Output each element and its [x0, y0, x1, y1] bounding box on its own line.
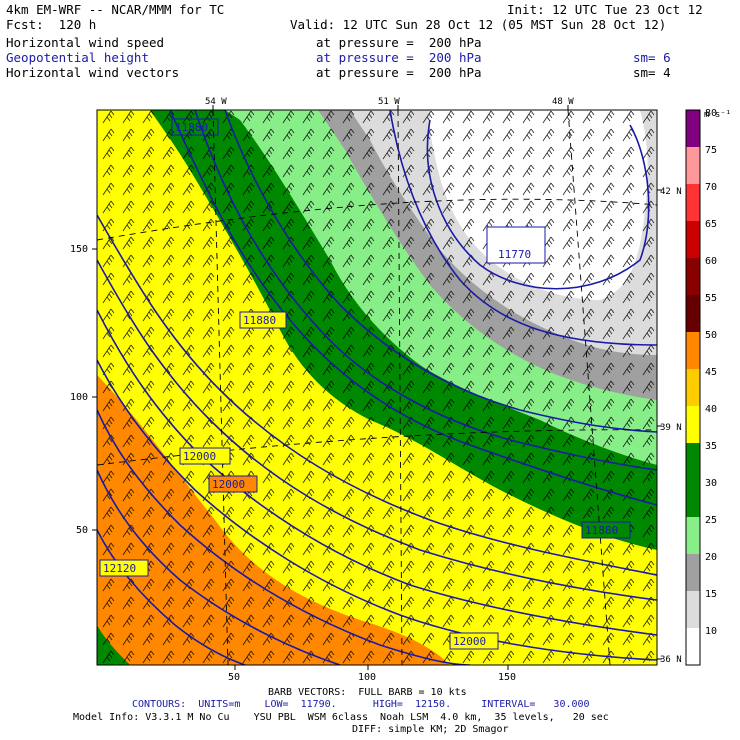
colorbar-swatch [686, 591, 700, 629]
contour-label-8: 12000 [453, 635, 486, 648]
axis-ticks [92, 105, 662, 670]
colorbar-swatch [686, 369, 700, 407]
colorbar-swatch [686, 406, 700, 444]
colorbar-swatch [686, 184, 700, 222]
grid-label-left-150: 150 [70, 244, 88, 255]
colorbar-swatch [686, 221, 700, 259]
colorbar-swatch [686, 628, 700, 666]
colorbar-tick-label: 25 [705, 515, 717, 526]
lon-label-54w: 54 W [205, 97, 227, 107]
map-frame [96, 109, 658, 666]
field-level-wind-vectors: at pressure = 200 hPa [316, 65, 482, 80]
colorbar-tick-label: 55 [705, 293, 717, 304]
colorbar-swatch [686, 332, 700, 370]
lon-label-48w: 48 W [552, 97, 574, 107]
lat-lon-grid [97, 110, 657, 665]
grid-label-bottom-150: 150 [498, 672, 516, 683]
colorbar-tick-label: 30 [705, 478, 717, 489]
colorbar-swatch [686, 147, 700, 185]
field-name-geopotential: Geopotential height [6, 50, 149, 65]
colorbar-swatch [686, 554, 700, 592]
field-smooth-geopotential: sm= 6 [633, 50, 671, 65]
colorbar-tick-label: 70 [705, 182, 717, 193]
field-level-wind-speed: at pressure = 200 hPa [316, 35, 482, 50]
colorbar-tick-label: 15 [705, 589, 717, 600]
grid-label-bottom-50: 50 [228, 672, 240, 683]
contour-label-7: 12120 [103, 562, 136, 575]
colorbar-tick-label: 20 [705, 552, 717, 563]
lat-label-42n: 42 N [660, 187, 682, 197]
colorbar-tick-label: 65 [705, 219, 717, 230]
contour-label-4: 12000 [183, 450, 216, 463]
colorbar-tick-label: 75 [705, 145, 717, 156]
height-contours [97, 110, 657, 665]
diff-info: DIFF: simple KM; 2D Smagor [352, 724, 509, 735]
colorbar-tick-label: 45 [705, 367, 717, 378]
contour-label-6: 11880 [585, 524, 618, 537]
contour-label-2: 11770 [498, 248, 531, 261]
init-time: Init: 12 UTC Tue 23 Oct 12 [507, 2, 703, 17]
contour-labels: 11880 11770 11880 12000 12000 11880 1212… [99, 118, 631, 650]
contour-label-1: 11880 [175, 121, 208, 134]
forecast-hour: Fcst: 120 h [6, 17, 97, 32]
lon-label-51w: 51 W [378, 97, 400, 107]
contour-legend: CONTOURS: UNITS=m LOW= 11790. HIGH= 1215… [132, 699, 590, 710]
colorbar-tick-label: 35 [705, 441, 717, 452]
colorbar-swatch [686, 480, 700, 518]
model-info: Model Info: V3.3.1 M No Cu YSU PBL WSM 6… [73, 712, 609, 723]
colorbar-tick-label: 40 [705, 404, 717, 415]
contour-label-5: 12000 [212, 478, 245, 491]
colorbar: 80 75 70 65 60 55 50 45 40 35 30 25 20 15 10 [685, 108, 717, 666]
model-title: 4km EM-WRF -- NCAR/MMM for TC [6, 2, 225, 17]
lat-label-36n: 36 N [660, 655, 682, 665]
colorbar-swatch [686, 110, 700, 148]
valid-time: Valid: 12 UTC Sun 28 Oct 12 (05 MST Sun … [290, 17, 667, 32]
colorbar-units: m s⁻¹ [704, 110, 731, 120]
colorbar-swatch [686, 443, 700, 481]
field-name-wind-speed: Horizontal wind speed [6, 35, 165, 50]
field-smooth-wind-vectors: sm= 4 [633, 65, 671, 80]
colorbar-tick-label: 60 [705, 256, 717, 267]
barb-legend: BARB VECTORS: FULL BARB = 10 kts [268, 687, 467, 698]
colorbar-swatch [686, 258, 700, 296]
colorbar-swatch [686, 295, 700, 333]
colorbar-tick-label: 50 [705, 330, 717, 341]
grid-label-left-50: 50 [76, 525, 88, 536]
colorbar-tick-label: 80 [705, 108, 717, 119]
lat-label-39n: 39 N [660, 423, 682, 433]
field-level-geopotential: at pressure = 200 hPa [316, 50, 482, 65]
colorbar-frame [685, 109, 701, 666]
map-fill-layer [97, 110, 657, 665]
colorbar-tick-label: 10 [705, 626, 717, 637]
wind-barbs [97, 110, 657, 665]
grid-label-left-100: 100 [70, 392, 88, 403]
grid-label-bottom-100: 100 [358, 672, 376, 683]
colorbar-swatch [686, 517, 700, 555]
contour-label-3: 11880 [243, 314, 276, 327]
field-name-wind-vectors: Horizontal wind vectors [6, 65, 180, 80]
